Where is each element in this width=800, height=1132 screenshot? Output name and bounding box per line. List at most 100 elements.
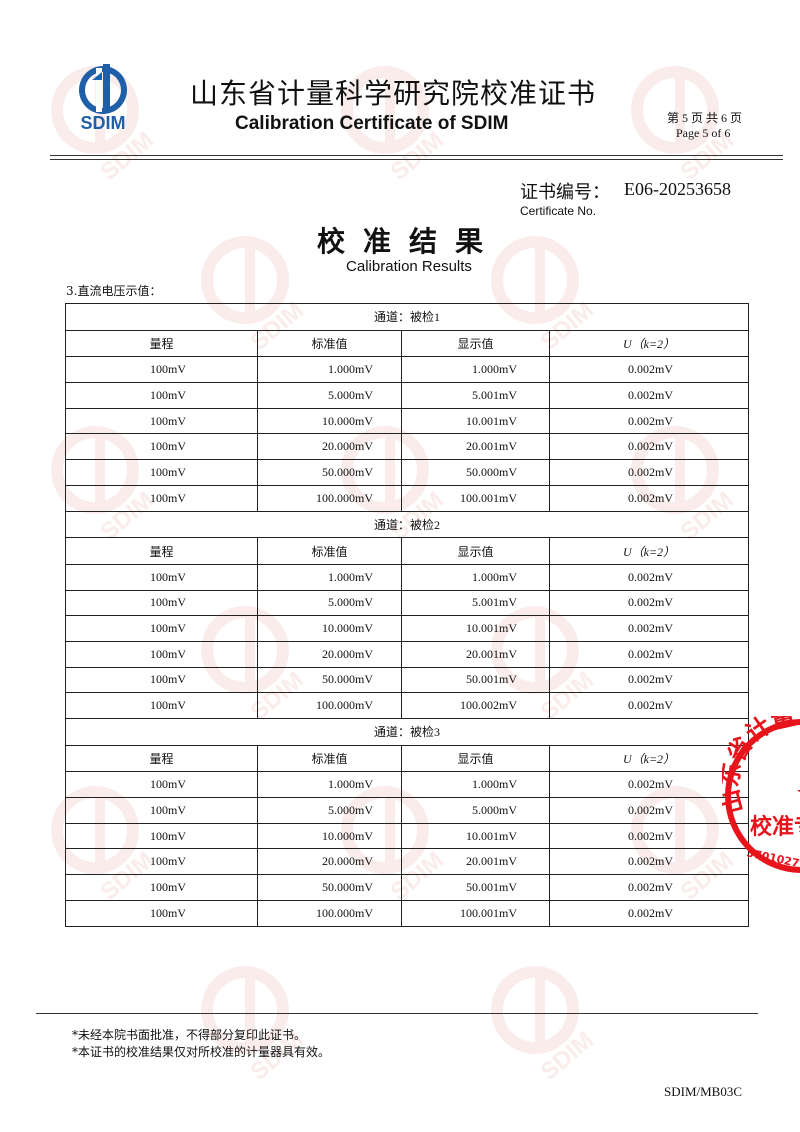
- standard-value-cell: 10.000mV: [257, 407, 402, 435]
- displayed-value-cell: 20.001mV: [401, 848, 550, 876]
- range-cell: 100mV: [65, 382, 258, 409]
- uncertainty-cell: 0.002mV: [549, 615, 749, 642]
- certificate-number-label-en: Certificate No.: [520, 204, 597, 218]
- form-code: SDIM/MB03C: [664, 1084, 743, 1099]
- range-cell: 100mV: [65, 615, 258, 642]
- standard-value-cell: 1.000mV: [257, 563, 402, 591]
- standard-value-cell: 100.000mV: [257, 692, 402, 719]
- table-row: 100mV 5.000mV 5.001mV 0.002mV: [65, 382, 749, 409]
- column-header: 标准值: [257, 537, 402, 565]
- table-row: 100mV 20.000mV 20.001mV 0.002mV: [65, 433, 749, 461]
- channel-label: 通道：被检3: [65, 718, 749, 746]
- displayed-value-cell: 10.001mV: [401, 407, 550, 435]
- uncertainty-cell: 0.002mV: [549, 563, 749, 591]
- displayed-value-cell: 1.000mV: [401, 771, 550, 799]
- column-header: 显示值: [401, 744, 550, 773]
- page-number-cn: 第 5 页 共 6 页: [667, 111, 743, 125]
- displayed-value-cell: 1.000mV: [401, 563, 550, 591]
- table-row: 100mV 10.000mV 10.001mV 0.002mV: [65, 407, 749, 435]
- svg-text:SDIM: SDIM: [81, 113, 126, 132]
- displayed-value-cell: 100.002mV: [401, 692, 550, 719]
- displayed-value-cell: 5.000mV: [401, 797, 550, 824]
- standard-value-cell: 50.000mV: [257, 459, 402, 486]
- table-row: 100mV 50.000mV 50.000mV 0.002mV: [65, 459, 749, 486]
- range-cell: 100mV: [65, 692, 258, 719]
- channel-label: 通道：被检1: [65, 303, 749, 331]
- standard-value-cell: 1.000mV: [257, 356, 402, 384]
- footer-divider: [36, 1013, 758, 1014]
- uncertainty-cell: 0.002mV: [549, 666, 749, 694]
- range-cell: 100mV: [65, 356, 258, 384]
- standard-value-cell: 20.000mV: [257, 640, 402, 668]
- standard-value-cell: 100.000mV: [257, 899, 402, 927]
- uncertainty-cell: 0.002mV: [549, 459, 749, 486]
- header-divider: [50, 159, 783, 160]
- displayed-value-cell: 10.001mV: [401, 615, 550, 642]
- range-cell: 100mV: [65, 797, 258, 824]
- standard-value-cell: 5.000mV: [257, 797, 402, 824]
- uncertainty-cell: 0.002mV: [549, 848, 749, 876]
- table-row: 100mV 1.000mV 1.000mV 0.002mV: [65, 563, 749, 591]
- results-title-en: Calibration Results: [346, 258, 472, 275]
- standard-value-cell: 20.000mV: [257, 848, 402, 876]
- displayed-value-cell: 20.001mV: [401, 433, 550, 461]
- channel-label: 通道：被检2: [65, 510, 749, 539]
- certificate-number-label: 证书编号：: [520, 182, 610, 202]
- header-divider: [50, 155, 783, 156]
- table-row: 100mV 20.000mV 20.001mV 0.002mV: [65, 640, 749, 668]
- standard-value-cell: 50.000mV: [257, 666, 402, 694]
- displayed-value-cell: 5.001mV: [401, 589, 550, 617]
- range-cell: 100mV: [65, 874, 258, 901]
- displayed-value-cell: 20.001mV: [401, 640, 550, 668]
- standard-value-cell: 1.000mV: [257, 771, 402, 799]
- column-header-row: 量程 标准值 显示值 U（k=2）: [65, 537, 749, 565]
- table-row: 100mV 5.000mV 5.001mV 0.002mV: [65, 589, 749, 617]
- channel-row: 通道：被检3: [65, 718, 749, 746]
- range-cell: 100mV: [65, 484, 258, 512]
- range-cell: 100mV: [65, 563, 258, 591]
- displayed-value-cell: 5.001mV: [401, 382, 550, 409]
- section-title: 3.直流电压示值：: [66, 284, 162, 298]
- column-header-row: 量程 标准值 显示值 U（k=2）: [65, 744, 749, 773]
- table-row: 100mV 100.000mV 100.001mV 0.002mV: [65, 899, 749, 927]
- displayed-value-cell: 100.001mV: [401, 899, 550, 927]
- uncertainty-cell: 0.002mV: [549, 382, 749, 409]
- sdim-watermark: SDIM: [480, 960, 610, 1090]
- certificate-title-cn: 山东省计量科学研究院校准证书: [190, 77, 597, 110]
- channel-row: 通道：被检2: [65, 510, 749, 539]
- table-row: 100mV 100.000mV 100.002mV 0.002mV: [65, 692, 749, 719]
- results-table: 通道：被检1 量程 标准值 显示值 U（k=2） 100mV 1.000mV 1.000mV 0…: [65, 303, 749, 927]
- column-header: U（k=2）: [549, 744, 749, 773]
- column-header: 量程: [65, 744, 258, 773]
- range-cell: 100mV: [65, 899, 258, 927]
- official-seal: 山东省计量 校准专 3701027: [722, 716, 800, 873]
- standard-value-cell: 10.000mV: [257, 615, 402, 642]
- sdim-logo: SDIM: [79, 64, 127, 132]
- sdim-watermark: SDIM: [190, 960, 320, 1090]
- standard-value-cell: 5.000mV: [257, 382, 402, 409]
- page-number-en: Page 5 of 6: [676, 126, 731, 140]
- column-header: 标准值: [257, 744, 402, 773]
- footer-note: *未经本院书面批准，不得部分复印此证书。: [72, 1028, 307, 1042]
- range-cell: 100mV: [65, 433, 258, 461]
- column-header: 量程: [65, 537, 258, 565]
- standard-value-cell: 100.000mV: [257, 484, 402, 512]
- table-row: 100mV 10.000mV 10.001mV 0.002mV: [65, 615, 749, 642]
- uncertainty-cell: 0.002mV: [549, 407, 749, 435]
- range-cell: 100mV: [65, 848, 258, 876]
- range-cell: 100mV: [65, 666, 258, 694]
- uncertainty-cell: 0.002mV: [549, 874, 749, 901]
- range-cell: 100mV: [65, 407, 258, 435]
- displayed-value-cell: 1.000mV: [401, 356, 550, 384]
- svg-text:山东省计量: 山东省计量: [722, 716, 798, 817]
- range-cell: 100mV: [65, 822, 258, 850]
- column-header: 显示值: [401, 537, 550, 565]
- displayed-value-cell: 50.000mV: [401, 459, 550, 486]
- displayed-value-cell: 10.001mV: [401, 822, 550, 850]
- footer-note: *本证书的校准结果仅对所校准的计量器具有效。: [72, 1045, 331, 1059]
- column-header: U（k=2）: [549, 537, 749, 565]
- uncertainty-cell: 0.002mV: [549, 356, 749, 384]
- displayed-value-cell: 50.001mV: [401, 666, 550, 694]
- displayed-value-cell: 100.001mV: [401, 484, 550, 512]
- uncertainty-cell: 0.002mV: [549, 822, 749, 850]
